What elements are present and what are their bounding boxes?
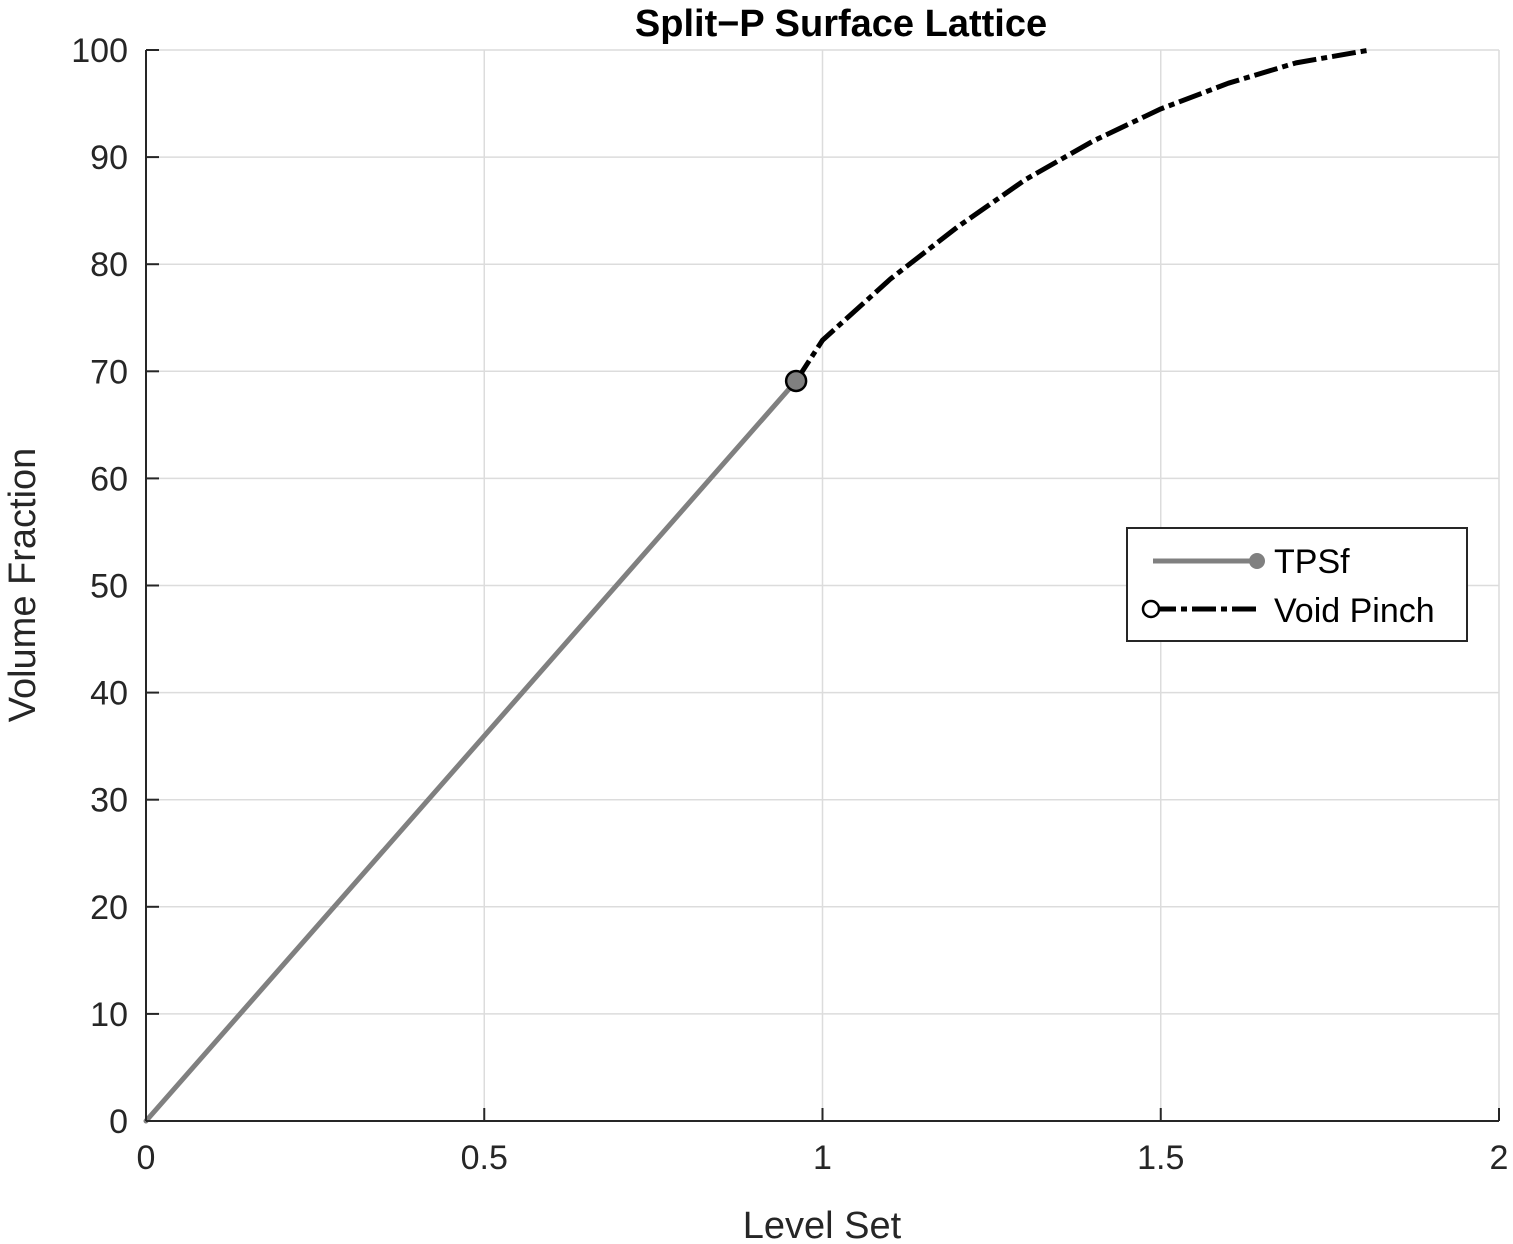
y-tick-label: 60 [90,460,128,498]
legend-label-void-pinch: Void Pinch [1274,592,1435,630]
legend-marker-tpsf [1249,553,1265,569]
legend-box [1126,527,1468,642]
chart-title: Split−P Surface Lattice [635,3,1047,45]
y-tick-label: 70 [90,353,128,391]
legend-label-tpsf: TPSf [1274,543,1350,581]
x-tick-label: 2 [1490,1139,1509,1177]
legend: TPSf Void Pinch [1126,527,1468,642]
y-tick-label: 90 [90,139,128,177]
y-tick-label: 20 [90,889,128,927]
tpsf-end-marker [784,369,808,393]
legend-marker-void-pinch [1141,599,1161,619]
x-axis-label: Level Set [743,1205,902,1244]
y-tick-label: 40 [90,675,128,713]
y-tick-label: 50 [90,568,128,606]
y-tick-label: 100 [71,32,128,70]
series-layer [143,47,1371,1124]
series-line-void-pinch [794,47,1371,383]
x-tick-label: 1.5 [1137,1139,1184,1177]
x-tick-label: 1 [813,1139,832,1177]
y-tick-label: 0 [109,1103,128,1141]
y-tick-label: 30 [90,782,128,820]
axes [145,49,1500,1122]
x-tick-label: 0 [137,1139,156,1177]
y-tick-label: 10 [90,996,128,1034]
y-tick-label: 80 [90,246,128,284]
x-tick-label: 0.5 [461,1139,508,1177]
series-line-tpsf [143,378,799,1124]
y-axis-label: Volume Fraction [2,448,44,723]
